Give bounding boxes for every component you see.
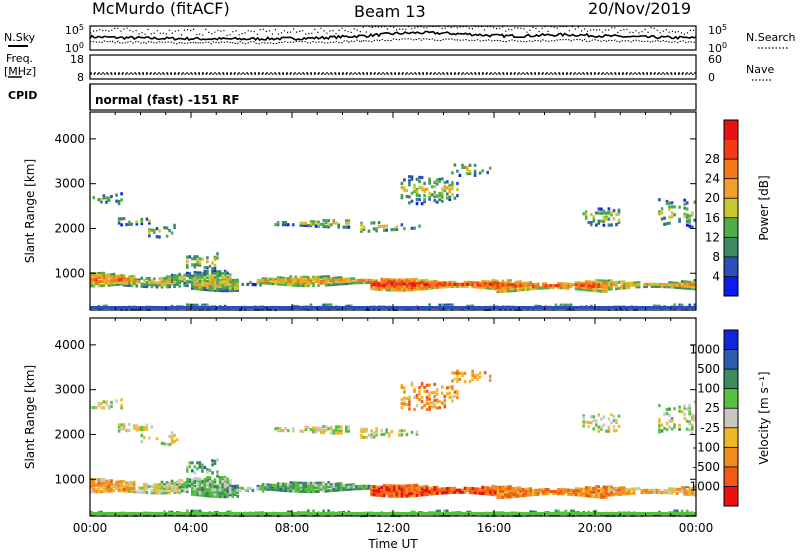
power-colorbar-label-2: 12 [705, 230, 720, 244]
velocity-colorbar-cell-6 [724, 447, 738, 468]
xtick-label-0: 00:00 [73, 521, 108, 535]
velocity-colorbar-label-6: -500 [693, 460, 720, 474]
velocity-colorbar-cell-7 [724, 466, 738, 487]
freq-left-tick-top: 18 [70, 53, 84, 66]
xtick-label-4: 16:00 [477, 521, 512, 535]
nsearch-label: N.Search [746, 31, 796, 44]
power-colorbar-cell-5 [724, 178, 738, 199]
xtick-label-6: 00:00 [679, 521, 714, 535]
power-colorbar-cell-4 [724, 198, 738, 219]
velocity-echo-cells-8 [372, 485, 497, 498]
velocity-colorbar-label-3: 25 [705, 401, 720, 415]
power-colorbar-frame [723, 119, 739, 297]
nsearch-spikes [90, 25, 695, 36]
noise-right-tick-bottom: 100 [708, 41, 727, 55]
velocity-colorbar-label-1: 500 [697, 362, 720, 376]
power-echo-cells-8 [372, 282, 492, 288]
power-colorbar-cell-0 [724, 276, 738, 297]
velocity-colorbar-frame [723, 329, 739, 507]
power-colorbar-label-1: 8 [712, 250, 720, 264]
xlabel: Time UT [367, 537, 418, 551]
velocity-ytick-label-3: 4000 [54, 338, 85, 352]
velocity-echo-cells-3 [92, 400, 694, 518]
velocity-colorbar-label-5: -100 [693, 440, 720, 454]
velocity-ylabel: Slant Range [km] [23, 365, 37, 469]
station-title: McMurdo (fitACF) [92, 0, 230, 18]
noise-right-tick-top: 105 [708, 23, 727, 37]
xtick-label-3: 12:00 [376, 521, 411, 535]
power-colorbar-label-4: 20 [705, 191, 720, 205]
power-ylabel: Slant Range [km] [23, 159, 37, 263]
velocity-colorbar-label-7: -1000 [685, 479, 720, 493]
power-colorbar-cell-7 [724, 139, 738, 160]
velocity-colorbar-label-0: 1000 [689, 343, 720, 357]
power-colorbar-label-6: 28 [705, 152, 720, 166]
velocity-colorbar-cell-4 [724, 408, 738, 429]
noise-left-tick-bottom: 100 [65, 41, 84, 55]
power-colorbar-cell-1 [724, 256, 738, 277]
power-echo-cells-7 [95, 278, 601, 290]
velocity-colorbar-cell-8 [724, 486, 738, 507]
mode-label: normal (fast) -151 RF [95, 93, 240, 107]
velocity-ytick-label-1: 2000 [54, 427, 85, 441]
cpid-label: CPID [8, 89, 38, 102]
power-ytick-label-0: 1000 [54, 266, 85, 280]
velocity-colorbar-label-4: -25 [700, 421, 720, 435]
freq-label-line1: Freq. [6, 52, 34, 65]
power-ytick-label-2: 3000 [54, 177, 85, 191]
velocity-colorbar-label-2: 100 [697, 382, 720, 396]
power-ytick-label-3: 4000 [54, 132, 85, 146]
freq-label-line2: [MHz] [4, 65, 37, 78]
velocity-colorbar-cell-1 [724, 349, 738, 370]
power-colorbar-label-5: 24 [705, 172, 720, 186]
velocity-colorbar-title: Velocity [m s⁻¹] [757, 371, 771, 464]
power-colorbar-title: Power [dB] [757, 175, 771, 240]
xtick-label-5: 20:00 [578, 521, 613, 535]
nave-label: Nave [746, 63, 775, 76]
velocity-ytick-label-0: 1000 [54, 472, 85, 486]
nsky-label: N.Sky [4, 31, 36, 44]
freq-panel-frame [89, 54, 697, 80]
power-ytick-label-1: 2000 [54, 221, 85, 235]
noise-left-tick-top: 105 [65, 23, 84, 37]
nsky-line [89, 30, 697, 42]
power-colorbar-cell-3 [724, 217, 738, 238]
power-colorbar-cell-6 [724, 159, 738, 180]
freq-right-tick-bottom: 0 [708, 71, 715, 84]
power-colorbar-label-3: 16 [705, 211, 720, 225]
freq-left-tick-bottom: 8 [77, 71, 84, 84]
cpid-panel-frame [89, 83, 697, 111]
velocity-colorbar-cell-2 [724, 369, 738, 390]
freq-right-tick-top: 60 [708, 53, 722, 66]
power-colorbar-label-0: 4 [712, 269, 720, 283]
date-title: 20/Nov/2019 [588, 0, 692, 18]
beam-title: Beam 13 [354, 2, 426, 21]
velocity-colorbar-cell-3 [724, 388, 738, 409]
power-colorbar-cell-2 [724, 237, 738, 258]
velocity-colorbar-cell-0 [724, 330, 738, 351]
velocity-ytick-label-2: 3000 [54, 383, 85, 397]
nsearch-line [89, 37, 696, 45]
xtick-label-1: 04:00 [174, 521, 209, 535]
velocity-colorbar-cell-5 [724, 427, 738, 448]
power-colorbar-cell-8 [724, 120, 738, 141]
xtick-label-2: 08:00 [275, 521, 310, 535]
